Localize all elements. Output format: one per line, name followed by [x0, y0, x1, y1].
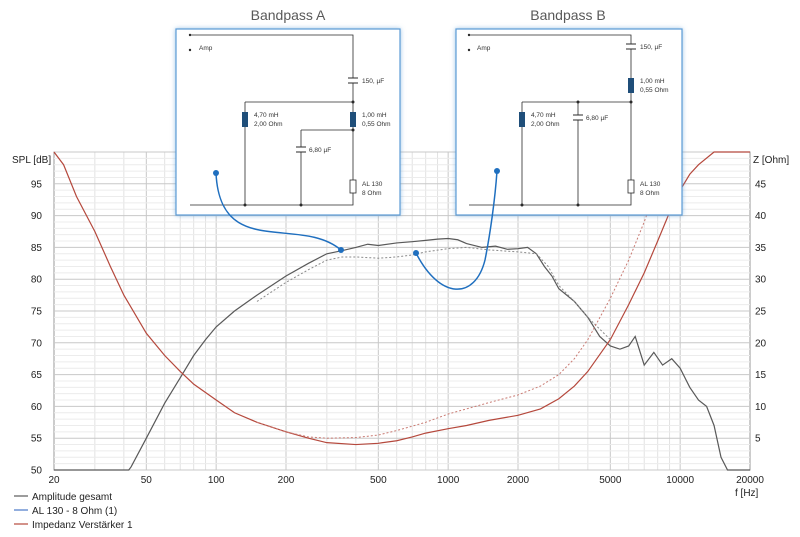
- y-left-tick-75: 75: [31, 307, 43, 318]
- series-line-4: [256, 151, 671, 439]
- schematic-a-frame: [175, 28, 401, 216]
- callout-connectors: [213, 168, 500, 290]
- y-right-tick-25: 25: [755, 307, 767, 318]
- node-b-4: [576, 203, 580, 207]
- schematic-b-frame: [455, 28, 683, 216]
- y-left-tick-95: 95: [31, 179, 43, 190]
- inductor-a-shunt-label-1: 4,70 mH: [254, 112, 279, 119]
- y-right-tick-35: 35: [755, 243, 767, 254]
- speaker-b-label-2: 8 Ohm: [640, 190, 660, 197]
- inductor-b-series: [628, 78, 634, 93]
- y-right-tick-10: 10: [755, 402, 767, 413]
- y-left-tick-70: 70: [31, 338, 43, 349]
- inductor-a-series-label-2: 0,55 Ohm: [362, 121, 391, 128]
- legend-amplitude: Amplitude gesamt: [32, 492, 112, 503]
- x-tick-1000: 1000: [437, 475, 460, 486]
- inductor-a-shunt: [242, 112, 248, 127]
- series-line-2: [53, 151, 750, 446]
- schematic-a-wiring: [190, 34, 354, 206]
- y-right-tick-45: 45: [755, 179, 767, 190]
- schematic-a-components: Amp 150, µF 4,70 mH 2,00 Ohm 1,00 mH 0,5…: [188, 33, 391, 207]
- callout-a-end: [338, 247, 344, 253]
- x-tick-10000: 10000: [666, 475, 694, 486]
- y-left-tick-55: 55: [31, 434, 43, 445]
- cap-b-shunt-label: 6,80 µF: [586, 115, 608, 122]
- node-a-2: [351, 128, 355, 132]
- inductor-b-series-label-1: 1,00 mH: [640, 78, 665, 85]
- amp-a-terminal-bottom: [188, 48, 192, 52]
- callout-b-line: [415, 170, 498, 290]
- node-a-4: [299, 203, 303, 207]
- y-left-tick-90: 90: [31, 211, 43, 222]
- inductor-b-shunt: [519, 112, 525, 127]
- node-b-2: [629, 100, 633, 104]
- speaker-a-label-1: AL 130: [362, 181, 383, 188]
- y-left-tick-80: 80: [31, 275, 43, 286]
- amp-a-terminal-top: [188, 33, 192, 37]
- node-b-3: [520, 203, 524, 207]
- schematic-b-panel: Amp 150, µF 1,00 mH 0,55 Ohm 4,70 mH 2,0…: [455, 28, 683, 216]
- y-right-tick-40: 40: [755, 211, 767, 222]
- y-left-tick-50: 50: [31, 466, 43, 477]
- speaker-a-label-2: 8 Ohm: [362, 190, 382, 197]
- cap-a-series-label: 150, µF: [362, 78, 384, 85]
- x-tick-500: 500: [370, 475, 387, 486]
- inductor-a-series-label-1: 1,00 mH: [362, 112, 387, 119]
- inductor-a-series: [350, 112, 356, 127]
- series-line-3: [256, 246, 611, 340]
- schematic-b-components: Amp 150, µF 1,00 mH 0,55 Ohm 4,70 mH 2,0…: [467, 33, 669, 207]
- y-left-tick-85: 85: [31, 243, 43, 254]
- x-tick-20000: 20000: [736, 475, 764, 486]
- y-right-tick-20: 20: [755, 338, 767, 349]
- speaker-a-icon: [349, 179, 357, 194]
- series-lines: [53, 151, 750, 471]
- tick-labels: 20 50 100 200 500 1000 2000 5000 10000 20000 50 55 6…: [31, 179, 767, 486]
- y-left-tick-60: 60: [31, 402, 43, 413]
- series-line-0: [54, 237, 750, 471]
- amp-b-label: Amp: [477, 45, 491, 52]
- title-bandpass-b: Bandpass B: [530, 7, 606, 23]
- inductor-b-shunt-label-2: 2,00 Ohm: [531, 121, 560, 128]
- legend: Amplitude gesamt AL 130 - 8 Ohm (1) Impe…: [14, 492, 133, 531]
- y-right-tick-15: 15: [755, 370, 767, 381]
- y-axis-left-label: SPL [dB]: [12, 155, 51, 166]
- callout-b-end: [494, 168, 500, 174]
- callout-b-start: [413, 250, 419, 256]
- speaker-b-label-1: AL 130: [640, 181, 661, 188]
- y-left-tick-65: 65: [31, 370, 43, 381]
- x-tick-200: 200: [278, 475, 295, 486]
- y-axis-right-label: Z [Ohm]: [753, 155, 789, 166]
- callout-a-start: [213, 170, 219, 176]
- title-bandpass-a: Bandpass A: [251, 7, 326, 23]
- cap-a-shunt-label: 6,80 µF: [309, 147, 331, 154]
- x-tick-20: 20: [48, 475, 60, 486]
- x-tick-5000: 5000: [599, 475, 622, 486]
- amp-a-label: Amp: [199, 45, 213, 52]
- x-axis-label: f [Hz]: [735, 488, 759, 499]
- speaker-b-icon: [627, 179, 635, 194]
- inductor-b-shunt-label-1: 4,70 mH: [531, 112, 556, 119]
- x-tick-50: 50: [141, 475, 153, 486]
- node-a-1: [351, 100, 355, 104]
- inductor-b-series-label-2: 0,55 Ohm: [640, 87, 669, 94]
- inductor-a-shunt-label-2: 2,00 Ohm: [254, 121, 283, 128]
- callout-a-line: [215, 172, 342, 251]
- amp-b-terminal-top: [467, 33, 471, 37]
- x-tick-100: 100: [208, 475, 225, 486]
- y-right-tick-30: 30: [755, 275, 767, 286]
- y-right-tick-5: 5: [755, 434, 761, 445]
- node-a-3: [243, 203, 247, 207]
- x-tick-2000: 2000: [507, 475, 530, 486]
- legend-al130: AL 130 - 8 Ohm (1): [32, 506, 117, 517]
- schematic-a-panel: Amp 150, µF 4,70 mH 2,00 Ohm 1,00 mH 0,5…: [175, 28, 401, 216]
- legend-impedance: Impedanz Verstärker 1: [32, 520, 133, 531]
- amp-b-terminal-bottom: [467, 48, 471, 52]
- cap-b-series-label: 150, µF: [640, 44, 662, 51]
- node-b-1: [576, 100, 580, 104]
